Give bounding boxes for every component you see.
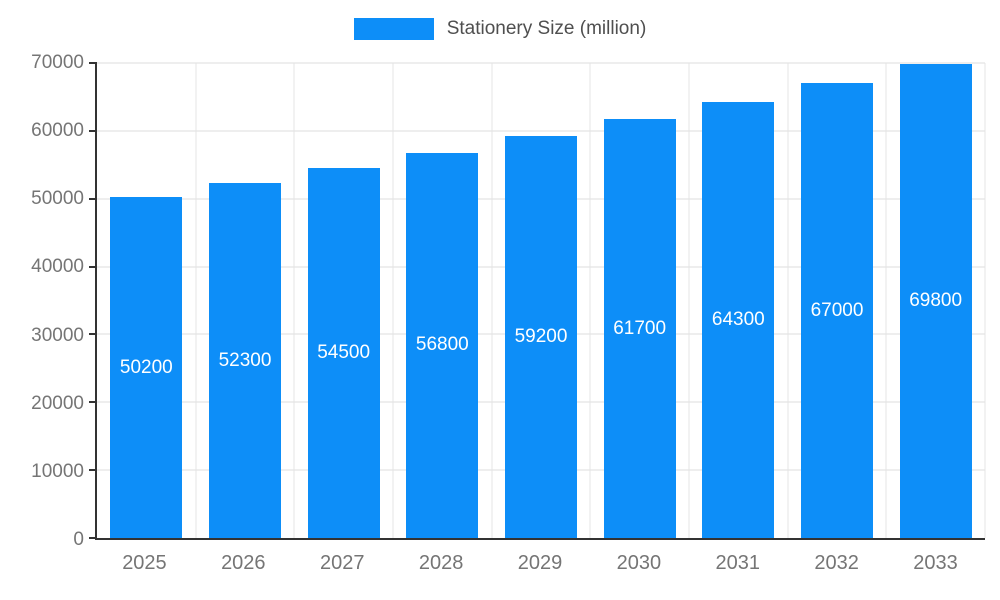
bar-value-label: 61700 [613,317,667,339]
x-tick-label: 2033 [913,552,958,574]
bar: 50200 [110,197,183,538]
y-tick-label: 10000 [31,460,84,482]
vertical-gridline [984,63,986,538]
bar: 69800 [899,64,972,538]
y-axis-labels: 0 10000 20000 30000 40000 50000 60000 70000 [0,52,84,550]
x-axis-labels: 2025 2026 2027 2028 2029 2030 2031 2032 2033 [95,552,985,582]
bar: 67000 [801,83,873,538]
x-tick-label: 2029 [517,552,563,574]
y-axis-tick [89,469,97,472]
bar-value-label: 52300 [218,349,272,371]
vertical-gridline [293,63,295,538]
y-tick-label: 20000 [31,392,84,414]
bar-value-label: 56800 [415,334,469,356]
legend: Stationery Size (million) [0,18,1000,40]
vertical-gridline [491,63,493,538]
y-axis-tick [89,333,97,336]
x-tick-label: 2028 [418,552,464,574]
x-tick-label: 2025 [122,552,167,574]
bar: 59200 [505,136,577,538]
y-tick-label: 40000 [31,256,84,278]
plot-area: 50200 52300 54500 56800 59200 61700 64300 67000… [89,62,986,540]
legend-swatch [353,18,434,40]
bar: 56800 [406,152,479,538]
y-axis-tick [89,62,97,64]
bar: 64300 [702,101,775,538]
bar-value-label: 54500 [317,342,371,364]
y-axis-tick [89,129,97,132]
bar-value-label: 64300 [711,308,765,330]
bar: 61700 [603,119,676,538]
x-tick-label: 2032 [814,552,859,574]
x-tick-label: 2026 [221,552,266,574]
vertical-gridline [392,63,394,538]
y-axis-tick [89,265,97,268]
vertical-gridline [885,63,887,538]
x-tick-label: 2030 [616,552,662,574]
bar-value-label: 69800 [909,290,963,312]
bar-value-label: 59200 [514,326,568,348]
y-tick-label: 60000 [31,120,84,142]
x-tick-label: 2031 [715,552,761,574]
vertical-gridline [589,63,591,538]
bar: 54500 [307,168,380,538]
y-tick-label: 70000 [31,52,84,73]
bar-value-label: 50200 [119,356,173,378]
bar-value-label: 67000 [810,299,864,321]
y-axis-tick [89,401,97,404]
vertical-gridline [195,63,197,538]
y-axis-tick [89,197,97,200]
x-tick-label: 2027 [319,552,365,574]
y-tick-label: 50000 [31,188,84,210]
y-axis-tick [89,537,97,539]
bar: 52300 [208,183,281,538]
vertical-gridline [787,63,789,538]
legend-label: Stationery Size (million) [446,18,647,39]
y-tick-label: 30000 [31,324,84,346]
horizontal-gridline [97,130,985,132]
vertical-gridline [688,63,690,538]
horizontal-gridline [97,62,985,64]
y-tick-label: 0 [73,529,84,550]
